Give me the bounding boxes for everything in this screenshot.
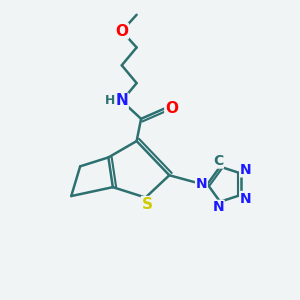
Text: N: N: [212, 200, 224, 214]
Text: S: S: [142, 196, 152, 211]
Text: N: N: [240, 163, 251, 177]
Text: N: N: [240, 191, 251, 206]
Text: H: H: [105, 94, 116, 107]
Text: N: N: [196, 177, 207, 191]
Text: C: C: [213, 154, 224, 168]
Text: O: O: [165, 101, 178, 116]
Text: N: N: [116, 94, 128, 109]
Text: O: O: [115, 24, 128, 39]
